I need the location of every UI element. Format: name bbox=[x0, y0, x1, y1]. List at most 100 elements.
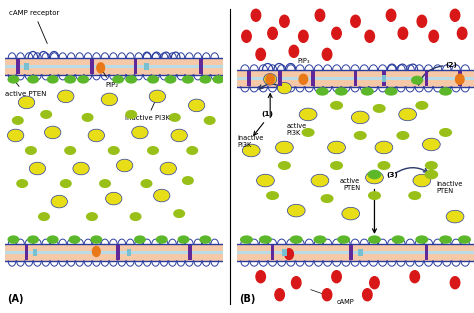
Ellipse shape bbox=[415, 101, 428, 110]
Ellipse shape bbox=[368, 170, 381, 179]
Bar bbox=[237, 244, 474, 261]
Ellipse shape bbox=[422, 138, 440, 151]
Circle shape bbox=[280, 15, 289, 27]
Circle shape bbox=[289, 45, 299, 57]
Ellipse shape bbox=[439, 235, 452, 244]
Text: (2): (2) bbox=[446, 62, 457, 68]
Ellipse shape bbox=[182, 176, 194, 185]
Ellipse shape bbox=[320, 194, 334, 203]
Ellipse shape bbox=[399, 108, 417, 121]
Ellipse shape bbox=[266, 191, 279, 200]
Bar bbox=[237, 251, 474, 254]
Ellipse shape bbox=[375, 141, 393, 154]
Ellipse shape bbox=[446, 210, 464, 223]
Circle shape bbox=[457, 27, 467, 39]
Bar bbox=[237, 77, 474, 80]
Ellipse shape bbox=[173, 209, 185, 218]
Ellipse shape bbox=[212, 75, 224, 84]
Ellipse shape bbox=[392, 235, 405, 244]
Ellipse shape bbox=[149, 90, 165, 103]
Circle shape bbox=[275, 289, 284, 301]
Ellipse shape bbox=[82, 113, 93, 122]
Ellipse shape bbox=[413, 174, 431, 187]
Ellipse shape bbox=[8, 129, 24, 142]
Ellipse shape bbox=[200, 235, 211, 244]
Bar bbox=[25, 245, 28, 260]
Ellipse shape bbox=[27, 235, 39, 244]
Ellipse shape bbox=[125, 110, 137, 119]
Ellipse shape bbox=[106, 192, 122, 205]
Ellipse shape bbox=[156, 235, 168, 244]
Bar bbox=[425, 71, 428, 85]
Ellipse shape bbox=[287, 204, 305, 217]
Ellipse shape bbox=[354, 131, 367, 140]
Text: (3): (3) bbox=[386, 172, 398, 177]
Text: active PTEN: active PTEN bbox=[5, 82, 46, 97]
Bar bbox=[16, 59, 19, 74]
Bar bbox=[271, 245, 274, 260]
Ellipse shape bbox=[186, 146, 198, 155]
Circle shape bbox=[322, 289, 332, 301]
Bar bbox=[99, 63, 103, 70]
Ellipse shape bbox=[396, 131, 410, 140]
Ellipse shape bbox=[335, 87, 348, 96]
Ellipse shape bbox=[64, 146, 76, 155]
Bar bbox=[199, 59, 203, 74]
Text: cAMP receptor: cAMP receptor bbox=[9, 10, 59, 44]
Ellipse shape bbox=[330, 101, 343, 110]
Ellipse shape bbox=[351, 111, 369, 124]
Bar bbox=[354, 71, 357, 85]
Bar bbox=[188, 245, 192, 260]
Ellipse shape bbox=[240, 235, 253, 244]
Circle shape bbox=[386, 9, 396, 21]
Circle shape bbox=[242, 30, 251, 42]
Ellipse shape bbox=[96, 62, 105, 74]
Ellipse shape bbox=[439, 87, 452, 96]
Ellipse shape bbox=[147, 146, 159, 155]
Bar bbox=[5, 251, 223, 254]
Ellipse shape bbox=[299, 74, 308, 85]
Circle shape bbox=[332, 27, 341, 39]
Ellipse shape bbox=[8, 75, 19, 84]
Ellipse shape bbox=[337, 235, 350, 244]
Ellipse shape bbox=[134, 235, 146, 244]
Ellipse shape bbox=[108, 146, 120, 155]
Ellipse shape bbox=[384, 87, 398, 96]
Ellipse shape bbox=[178, 235, 190, 244]
Ellipse shape bbox=[408, 191, 421, 200]
Ellipse shape bbox=[299, 108, 317, 121]
Bar bbox=[144, 63, 149, 70]
Ellipse shape bbox=[91, 235, 102, 244]
Text: (A): (A) bbox=[7, 294, 23, 304]
Text: inactive
PTEN: inactive PTEN bbox=[436, 181, 463, 193]
Bar bbox=[127, 249, 131, 256]
Ellipse shape bbox=[140, 179, 153, 188]
Ellipse shape bbox=[164, 75, 176, 84]
Ellipse shape bbox=[330, 161, 343, 170]
Ellipse shape bbox=[189, 99, 205, 112]
Text: (B): (B) bbox=[239, 294, 256, 304]
Circle shape bbox=[251, 9, 261, 21]
Bar bbox=[425, 245, 428, 260]
Circle shape bbox=[292, 277, 301, 289]
Bar bbox=[5, 58, 223, 74]
Ellipse shape bbox=[88, 129, 104, 142]
Ellipse shape bbox=[132, 126, 148, 139]
Bar bbox=[117, 245, 120, 260]
Ellipse shape bbox=[365, 171, 383, 184]
Ellipse shape bbox=[242, 144, 260, 157]
Ellipse shape bbox=[264, 74, 277, 85]
Ellipse shape bbox=[25, 146, 37, 155]
Ellipse shape bbox=[99, 179, 111, 188]
Ellipse shape bbox=[117, 159, 133, 172]
Ellipse shape bbox=[18, 96, 35, 109]
Ellipse shape bbox=[455, 74, 465, 85]
Ellipse shape bbox=[86, 212, 98, 221]
Bar bbox=[311, 71, 315, 85]
Bar bbox=[382, 71, 386, 85]
Ellipse shape bbox=[60, 179, 72, 188]
Ellipse shape bbox=[373, 104, 386, 113]
Ellipse shape bbox=[256, 174, 274, 187]
Ellipse shape bbox=[377, 161, 391, 170]
Bar bbox=[282, 249, 287, 256]
